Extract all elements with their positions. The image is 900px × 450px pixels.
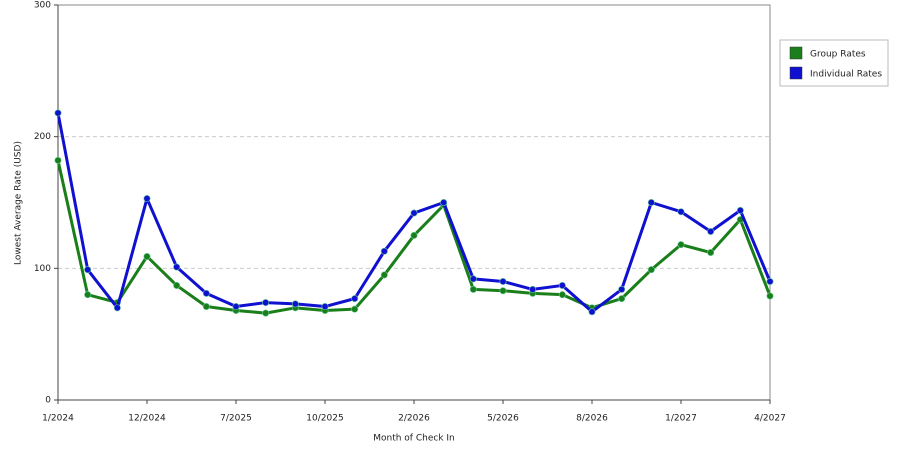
x-tick-label: 7/2025: [220, 414, 252, 424]
point: [499, 287, 507, 295]
point: [143, 252, 151, 260]
point: [380, 247, 388, 255]
point: [202, 289, 210, 297]
point: [291, 300, 299, 308]
point: [469, 285, 477, 293]
y-axis-label: Lowest Average Rate (USD): [14, 141, 24, 265]
point: [469, 275, 477, 283]
point: [677, 208, 685, 216]
point: [766, 277, 774, 285]
x-tick-label: 1/2024: [42, 414, 74, 424]
point: [410, 209, 418, 217]
point: [351, 305, 359, 313]
x-tick-label: 2/2026: [398, 414, 430, 424]
point: [558, 291, 566, 299]
point: [113, 304, 121, 312]
point: [440, 199, 448, 207]
y-tick-label: 300: [34, 1, 51, 11]
point: [736, 206, 744, 214]
point: [321, 303, 329, 311]
legend-label: Group Rates: [810, 50, 866, 60]
plot-area: [57, 4, 771, 401]
point: [766, 292, 774, 300]
point: [677, 241, 685, 249]
point: [618, 285, 626, 293]
x-tick-label: 10/2025: [306, 414, 343, 424]
point: [588, 308, 596, 316]
point: [54, 156, 62, 164]
point: [380, 271, 388, 279]
point: [262, 299, 270, 307]
point: [647, 199, 655, 207]
x-tick-label: 5/2026: [487, 414, 519, 424]
x-axis-label: Month of Check In: [373, 434, 455, 444]
y-tick-label: 100: [34, 264, 51, 274]
point: [707, 249, 715, 257]
legend-swatch: [789, 66, 803, 80]
point: [54, 109, 62, 117]
point: [618, 295, 626, 303]
point: [410, 231, 418, 239]
x-tick-label: 1/2027: [665, 414, 697, 424]
point: [84, 266, 92, 274]
point: [202, 303, 210, 311]
point: [499, 277, 507, 285]
y-tick-label: 200: [34, 132, 51, 142]
point: [84, 291, 92, 299]
legend-swatch: [789, 46, 803, 60]
point: [647, 266, 655, 274]
point: [529, 285, 537, 293]
legend: Group Rates Individual Rates: [779, 39, 889, 87]
x-tick-label: 8/2026: [576, 414, 608, 424]
point: [707, 227, 715, 235]
point: [351, 295, 359, 303]
x-tick-label: 12/2024: [128, 414, 166, 424]
point: [232, 303, 240, 311]
point: [558, 281, 566, 289]
y-tick-label: 0: [45, 396, 51, 406]
point: [262, 309, 270, 317]
point: [143, 195, 151, 203]
point: [173, 263, 181, 271]
x-tick-label: 4/2027: [754, 414, 786, 424]
legend-label: Individual Rates: [810, 70, 882, 80]
point: [173, 281, 181, 289]
